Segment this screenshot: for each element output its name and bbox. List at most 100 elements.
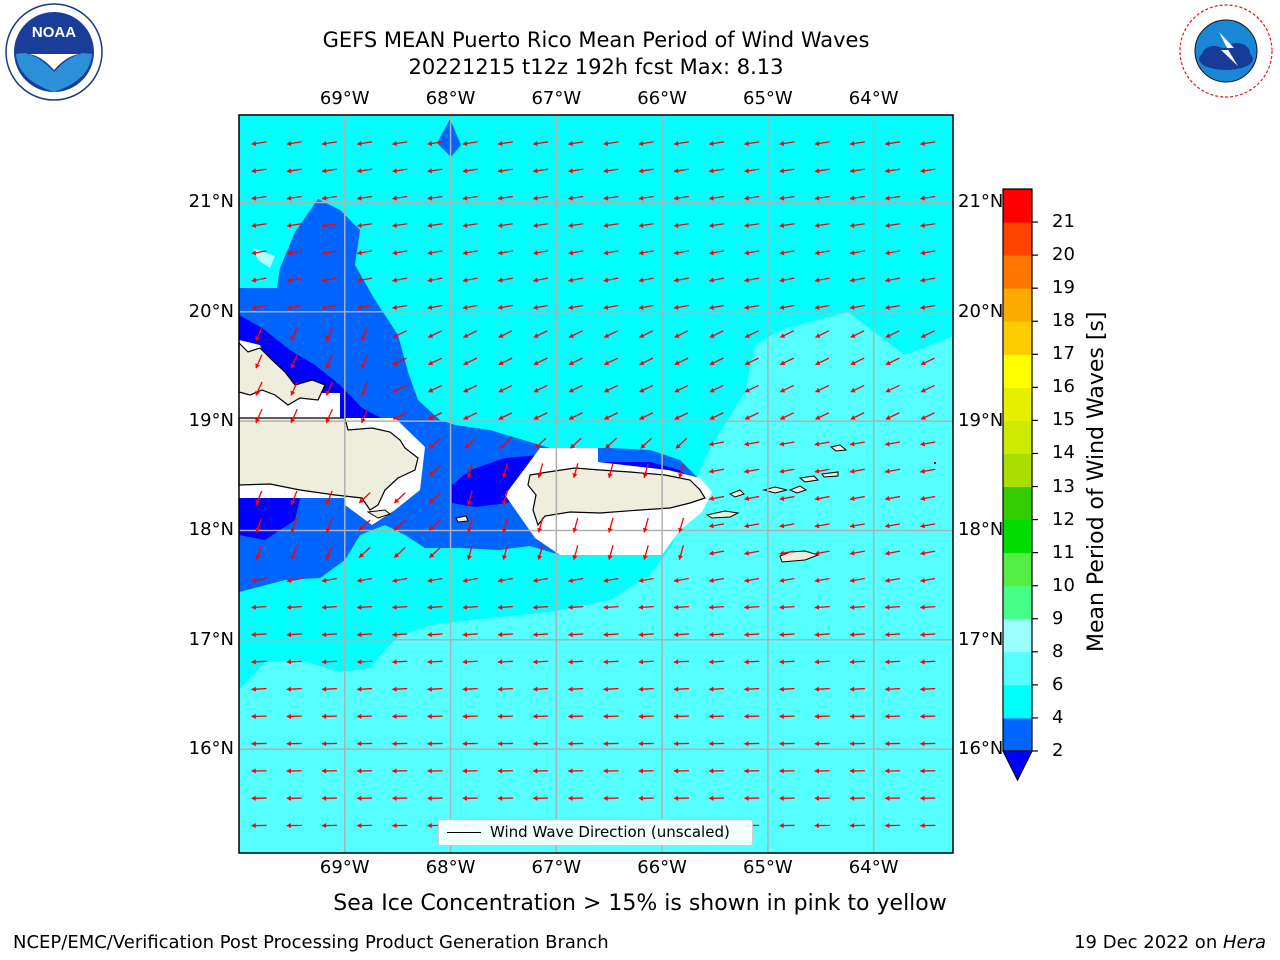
wind-wave-arrow	[885, 686, 901, 692]
wind-wave-arrow	[321, 140, 337, 147]
wind-wave-arrow	[463, 330, 478, 338]
wind-wave-arrow	[392, 140, 408, 147]
wind-wave-arrow	[885, 441, 901, 447]
wind-wave-arrow	[286, 632, 302, 638]
wind-wave-arrow	[321, 713, 337, 719]
wind-wave-arrow	[325, 326, 334, 342]
wind-wave-arrow	[251, 222, 267, 228]
wind-wave-arrow	[814, 822, 830, 829]
wind-wave-arrow	[572, 545, 579, 560]
wind-wave-arrow	[358, 546, 371, 559]
wind-wave-arrow	[255, 354, 263, 369]
wind-wave-arrow	[533, 195, 549, 201]
wind-wave-arrow	[321, 304, 337, 310]
wind-wave-arrow	[744, 659, 760, 665]
lon-label-top: 67°W	[531, 88, 582, 109]
wind-wave-arrow	[569, 437, 582, 449]
wind-wave-arrow	[638, 250, 654, 256]
wind-wave-arrow	[638, 659, 654, 665]
wind-wave-arrow	[392, 222, 408, 228]
wind-wave-arrow	[321, 686, 337, 692]
wind-wave-arrow	[814, 632, 830, 638]
wind-wave-arrow	[533, 795, 549, 801]
wind-wave-arrow	[393, 546, 406, 559]
wind-wave-arrow	[427, 412, 443, 420]
wind-wave-arrow	[678, 545, 685, 560]
wind-wave-arrow	[286, 577, 302, 583]
wind-wave-arrow	[251, 713, 267, 719]
wind-wave-arrow	[779, 168, 795, 174]
wind-wave-arrow	[464, 437, 477, 449]
wind-wave-arrow	[568, 659, 584, 665]
lat-label-left: 16°N	[188, 738, 234, 760]
wind-wave-arrow	[357, 222, 373, 228]
wind-wave-arrow	[497, 795, 513, 801]
wind-wave-arrow	[920, 577, 936, 583]
wind-wave-arrow	[709, 468, 725, 474]
wind-wave-arrow	[638, 741, 654, 747]
wind-wave-arrow	[497, 577, 513, 583]
wind-wave-arrow	[779, 686, 795, 692]
wind-wave-arrow	[533, 304, 549, 310]
wind-wave-arrow	[497, 222, 513, 228]
wind-wave-arrow	[537, 463, 544, 479]
wind-wave-arrow	[642, 463, 649, 479]
wind-wave-arrow	[321, 168, 337, 174]
wind-wave-arrow	[568, 277, 584, 283]
colorbar-segment	[1003, 651, 1032, 686]
wind-wave-arrow	[607, 463, 614, 479]
wind-wave-arrow	[462, 686, 478, 692]
colorbar-segment	[1003, 420, 1032, 454]
wind-wave-arrow	[920, 741, 936, 747]
wind-wave-arrow	[462, 195, 478, 201]
wind-wave-arrow	[920, 441, 936, 447]
wind-wave-arrow	[674, 330, 689, 338]
wind-wave-arrow	[814, 195, 830, 201]
wind-wave-arrow	[497, 768, 513, 774]
wind-wave-arrow	[779, 795, 795, 801]
wind-wave-arrow	[709, 577, 725, 583]
wind-wave-arrow	[392, 768, 408, 774]
wind-wave-arrow	[321, 277, 337, 283]
wind-wave-arrow	[392, 412, 407, 420]
wind-wave-arrow	[885, 330, 900, 338]
wind-wave-arrow	[360, 326, 369, 342]
wind-wave-arrow	[709, 140, 725, 147]
wind-wave-arrow	[814, 168, 830, 174]
wind-wave-arrow	[678, 463, 685, 479]
wind-wave-arrow	[392, 384, 407, 393]
wind-wave-arrow	[462, 140, 478, 147]
wind-wave-arrow	[744, 357, 759, 366]
wind-wave-arrow	[779, 822, 795, 829]
wind-wave-arrow	[849, 523, 865, 529]
wind-wave-arrow	[814, 277, 830, 283]
wind-wave-arrow	[568, 577, 584, 583]
wind-wave-arrow	[427, 686, 443, 692]
wind-wave-arrow	[360, 408, 369, 424]
wind-wave-arrow	[885, 495, 901, 502]
wind-wave-arrow	[885, 659, 901, 665]
colorbar-tick-label: 17	[1052, 343, 1075, 365]
wind-wave-arrow	[321, 741, 337, 747]
wind-wave-arrow	[357, 632, 373, 638]
wind-wave-arrow	[849, 195, 865, 201]
wind-wave-arrow	[674, 357, 689, 366]
lat-label-right: 16°N	[958, 738, 1004, 760]
legend-line-icon	[447, 832, 481, 833]
wind-wave-arrow	[639, 330, 654, 338]
wind-wave-arrow	[427, 250, 443, 256]
wind-wave-arrow	[534, 437, 547, 449]
wind-wave-arrow	[325, 408, 334, 424]
wind-wave-arrow	[533, 277, 549, 283]
contour-spot	[253, 248, 275, 268]
wind-wave-arrow	[568, 140, 584, 147]
wind-wave-arrow	[850, 357, 865, 366]
lon-label-bottom: 66°W	[637, 857, 687, 878]
wind-wave-arrow	[251, 632, 267, 638]
wind-wave-arrow	[744, 795, 760, 801]
colorbar-segment	[1003, 288, 1032, 322]
colorbar-segment	[1003, 222, 1032, 256]
wind-wave-arrow	[392, 686, 408, 692]
wind-wave-arrow	[603, 384, 619, 393]
contour-6-8-south	[239, 312, 953, 853]
